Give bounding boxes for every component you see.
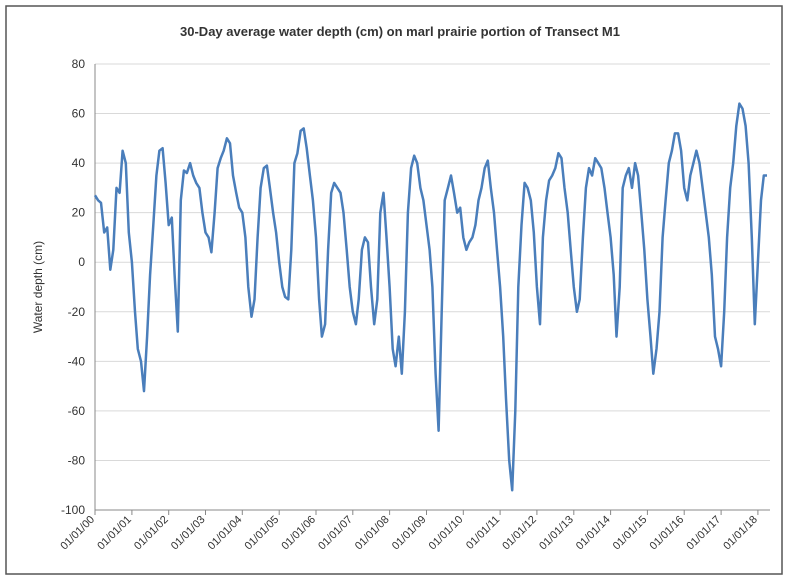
y-tick-label: 40 <box>72 156 86 170</box>
y-axis-label: Water depth (cm) <box>31 241 45 333</box>
y-tick-label: 20 <box>72 206 86 220</box>
y-tick-label: -60 <box>68 404 86 418</box>
y-tick-label: -80 <box>68 453 86 467</box>
y-tick-label: -100 <box>61 503 85 517</box>
y-tick-label: 80 <box>72 57 86 71</box>
chart-title: 30-Day average water depth (cm) on marl … <box>180 24 620 39</box>
y-tick-label: 60 <box>72 107 86 121</box>
y-tick-label: -40 <box>68 354 86 368</box>
y-tick-label: 0 <box>78 255 85 269</box>
data-line <box>93 102 767 492</box>
y-tick-label: -20 <box>68 305 86 319</box>
chart-frame <box>5 5 783 575</box>
